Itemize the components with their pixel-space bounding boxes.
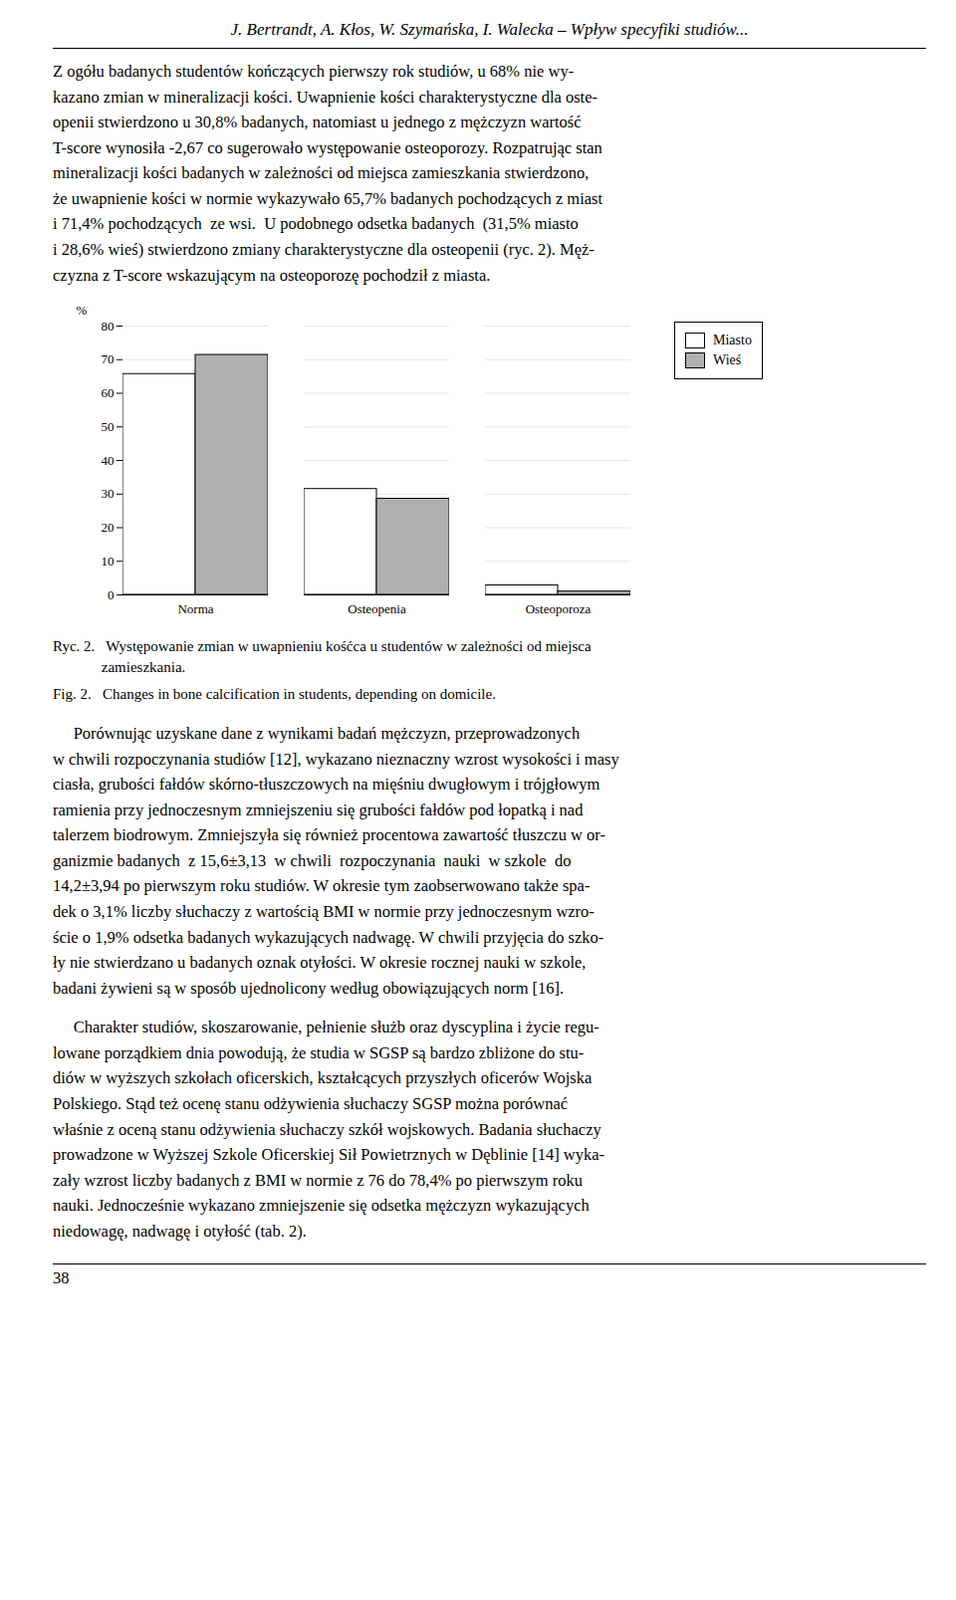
html-text:Ryc. 2. Występowanie zmian w u: Ryc. 2. Występowanie zmian w uwapnieniu … (52, 638, 592, 676)
svg-text:20: 20 (101, 519, 115, 535)
svg-text:60: 60 (101, 385, 115, 401)
svg-text:10: 10 (101, 553, 115, 569)
svg-text:Norma: Norma (177, 601, 214, 617)
svg-text:40: 40 (101, 453, 115, 469)
svg-text:30: 30 (101, 485, 115, 501)
html-text:Porównując uzyskane dane z wyn: Porównując uzyskane dane z wynikami bada… (52, 724, 620, 998)
html-text:38: 38 (52, 1268, 70, 1288)
svg-text:%: % (76, 302, 88, 318)
html-text:Charakter studiów, skoszarowan: Charakter studiów, skoszarowanie, pełnie… (52, 1018, 605, 1241)
html-text:Z ogółu badanych studentów koń: Z ogółu badanych studentów kończących pi… (52, 61, 603, 285)
svg-text:Osteopenia: Osteopenia (347, 601, 407, 617)
html-text:Fig. 2. Changes in bone calcif: Fig. 2. Changes in bone calcification in… (52, 686, 496, 703)
html-text:Wieś: Wieś (713, 352, 742, 368)
html-text:Miasto: Miasto (713, 332, 752, 348)
svg-text:Osteoporoza: Osteoporoza (525, 601, 592, 617)
svg-text:80: 80 (101, 318, 115, 334)
html-text:J. Bertrandt, A. Kłos, W. Szym: J. Bertrandt, A. Kłos, W. Szymańska, I. … (230, 19, 749, 39)
svg-text:50: 50 (101, 419, 115, 435)
svg-text:70: 70 (101, 351, 115, 367)
svg-text:0: 0 (107, 587, 115, 603)
